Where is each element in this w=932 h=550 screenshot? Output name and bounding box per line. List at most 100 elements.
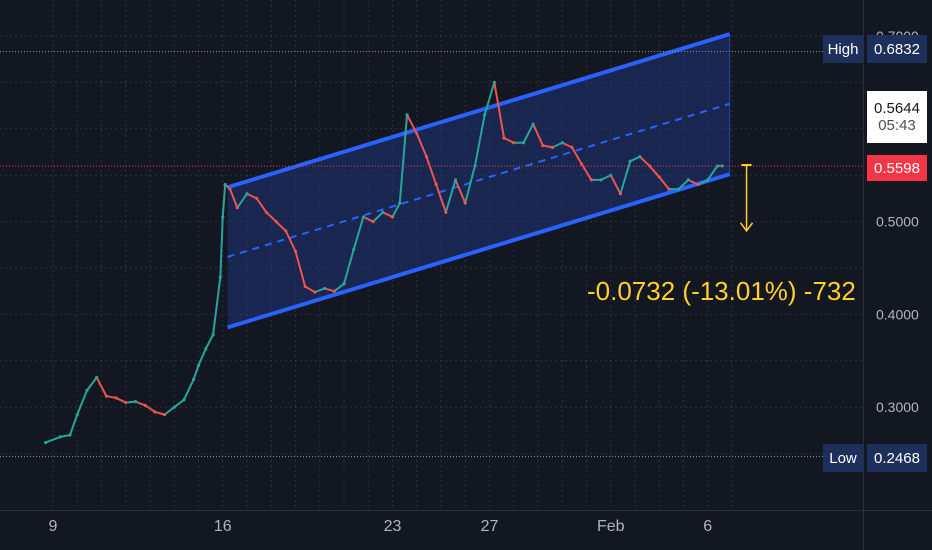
price-segment [464, 164, 476, 205]
price-point [124, 400, 128, 405]
price-segment [629, 155, 641, 163]
price-segment [391, 202, 401, 218]
price-point [303, 284, 307, 289]
price-segment [697, 178, 709, 186]
price-segment [275, 220, 287, 232]
high-value-tag: 0.6832 [867, 35, 927, 63]
price-segment [85, 376, 98, 392]
price-point [204, 347, 208, 351]
price-point [104, 394, 108, 398]
price-point [415, 131, 419, 136]
price-segment [115, 396, 127, 404]
price-point [75, 413, 79, 417]
price-point [618, 192, 623, 196]
price-segment [229, 188, 239, 209]
x-tick-label: Feb [597, 518, 625, 535]
low-value-tag: 0.2468 [867, 444, 927, 472]
price-segment [68, 413, 79, 437]
price-point [720, 164, 724, 168]
price-segment [600, 174, 612, 181]
price-segment [473, 113, 486, 167]
price-point [483, 113, 487, 117]
price-segment [352, 215, 365, 251]
price-point [313, 290, 317, 294]
reference-price-value: 0.5644 [874, 100, 920, 117]
price-point [453, 178, 458, 182]
price-segment [687, 178, 700, 186]
price-segment [197, 347, 207, 367]
price-segment [415, 132, 428, 158]
price-point [502, 136, 506, 140]
price-point [342, 282, 346, 286]
price-segment [294, 250, 307, 288]
price-segment [163, 406, 176, 416]
price-point [352, 247, 356, 252]
price-point [162, 413, 167, 417]
x-tick-label: 9 [49, 518, 58, 535]
x-tick-label: 23 [384, 518, 402, 535]
price-segment [221, 183, 227, 218]
price-segment [406, 113, 418, 135]
low-label-tag: Low [823, 444, 863, 472]
price-segment [304, 285, 316, 294]
price-segment [609, 174, 622, 195]
price-point [323, 286, 327, 291]
channel-middle-line [227, 102, 730, 258]
y-tick-label: 0.3000 [876, 399, 919, 415]
price-segment [454, 178, 467, 205]
current-price-value: 0.5598 [874, 159, 920, 177]
price-point [293, 249, 298, 253]
price-segment [580, 163, 593, 181]
price-point [560, 141, 564, 145]
current-price-tag: 0.5598 [867, 155, 927, 181]
price-segment [425, 155, 438, 186]
price-segment [95, 376, 108, 398]
x-axis: 9 16 23 27 Feb 6 [49, 518, 713, 535]
x-tick-label: 16 [214, 518, 232, 535]
price-segment [153, 410, 166, 416]
price-segment [658, 176, 670, 191]
price-point [398, 201, 402, 205]
price-segment [313, 287, 326, 294]
price-segment [323, 287, 336, 293]
price-point [381, 210, 385, 214]
price-point [211, 333, 215, 337]
price-point [424, 155, 429, 159]
price-point [332, 289, 336, 293]
price-point [609, 173, 613, 177]
channel-upper-line [227, 32, 731, 190]
price-point [371, 220, 375, 224]
price-segment [503, 137, 515, 144]
price-point [550, 145, 555, 149]
price-segment [124, 400, 137, 404]
price-point [570, 145, 574, 149]
price-point [647, 164, 652, 168]
price-segment [284, 229, 297, 253]
price-point [153, 410, 157, 414]
price-segment [648, 164, 661, 179]
price-segment [105, 395, 118, 399]
y-tick-label: 0.4000 [876, 306, 919, 322]
price-segment [619, 160, 632, 195]
price-segment [173, 398, 185, 409]
price-segment [570, 146, 583, 166]
x-tick-label: 6 [703, 518, 712, 535]
price-point [114, 396, 118, 400]
price-point [405, 113, 409, 117]
price-segment [204, 333, 215, 350]
price-point [235, 206, 239, 210]
countdown-timer: 05:43 [878, 117, 916, 134]
price-point [628, 159, 632, 163]
price-segment [444, 178, 457, 214]
high-label-tag: High [823, 35, 863, 63]
price-segment [551, 141, 564, 149]
price-point [667, 187, 671, 191]
price-segment [44, 435, 62, 444]
price-segment [522, 123, 535, 144]
price-segment [398, 113, 409, 205]
price-point [706, 178, 710, 182]
price-point [580, 162, 584, 166]
price-segment [246, 192, 258, 200]
